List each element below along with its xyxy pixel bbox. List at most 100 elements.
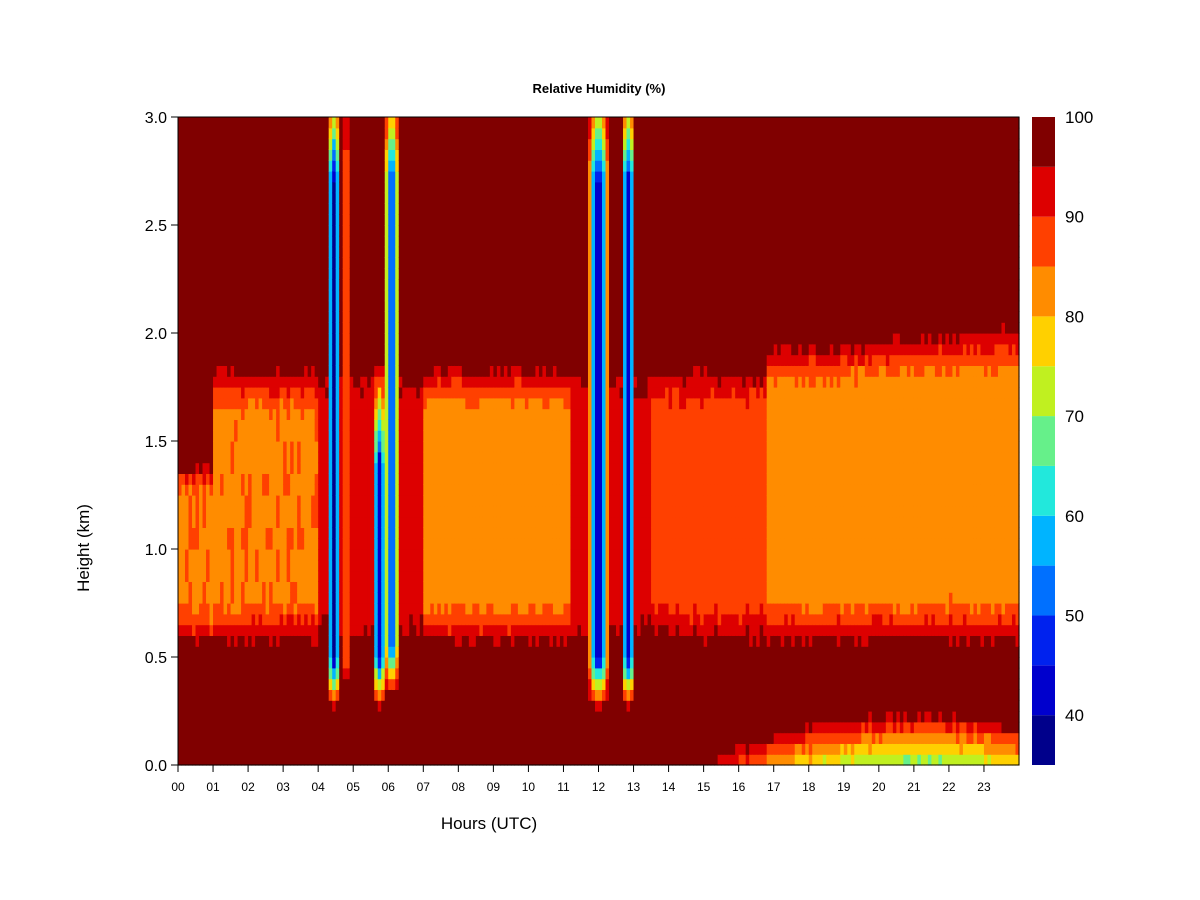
heatmap-cell [234,451,239,464]
heatmap-cell [381,246,386,258]
heatmap-cell [423,354,428,366]
heatmap-cell [258,300,263,312]
heatmap-cell [454,462,459,474]
heatmap-cell [416,441,421,453]
heatmap-cell [391,646,396,658]
heatmap-cell [251,214,256,226]
heatmap-cell [300,667,305,680]
heatmap-cell [405,462,410,474]
heatmap-cell [178,322,183,334]
heatmap-cell [318,538,323,550]
heatmap-cell [430,711,435,723]
heatmap-cell [297,505,302,518]
heatmap-cell [244,365,249,377]
heatmap-cell [185,635,190,647]
heatmap-cell [465,473,470,485]
heatmap-cell [451,300,456,312]
heatmap-cell [216,214,221,226]
heatmap-cell [286,419,291,431]
heatmap-cell [325,354,330,366]
heatmap-cell [367,754,372,766]
heatmap-cell [199,743,204,755]
heatmap-cell [388,484,393,496]
heatmap-cell [195,419,200,431]
heatmap-cell [304,484,309,496]
heatmap-cell [370,365,375,377]
heatmap-cell [185,700,190,712]
heatmap-cell [356,149,361,161]
heatmap-cell [293,192,298,204]
heatmap-cell [335,743,340,755]
heatmap-cell [279,268,284,280]
heatmap-cell [367,678,372,690]
heatmap-cell [465,505,470,518]
heatmap-cell [300,484,305,496]
heatmap-cell [265,581,270,593]
heatmap-cell [297,343,302,356]
heatmap-cell [265,289,270,302]
heatmap-cell [384,592,389,604]
heatmap-cell [227,397,232,410]
heatmap-cell [381,419,386,431]
heatmap-cell [370,387,375,399]
heatmap-cell [346,311,351,323]
heatmap-cell [283,343,288,356]
heatmap-cell [374,419,379,431]
heatmap-cell [454,732,459,744]
heatmap-cell [304,516,309,528]
heatmap-cell [447,300,452,312]
heatmap-cell [447,646,452,658]
heatmap-cell [381,646,386,658]
heatmap-cell [283,635,288,647]
heatmap-cell [328,462,333,474]
heatmap-cell [335,246,340,258]
heatmap-cell [290,257,295,269]
heatmap-cell [195,214,200,226]
heatmap-cell [297,646,302,658]
heatmap-cell [234,711,239,723]
heatmap-cell [346,225,351,237]
heatmap-cell [402,279,407,291]
heatmap-cell [237,192,242,204]
heatmap-cell [409,387,414,399]
heatmap-cell [419,279,424,291]
heatmap-cell [262,430,267,442]
heatmap-cell [206,171,211,183]
heatmap-cell [458,711,463,723]
heatmap-cell [370,711,375,723]
heatmap-cell [297,711,302,723]
heatmap-cell [314,333,319,345]
heatmap-cell [451,171,456,183]
heatmap-cell [419,300,424,312]
heatmap-cell [181,667,186,680]
heatmap-cell [283,495,288,507]
heatmap-cell [416,754,421,766]
heatmap-cell [276,646,281,658]
heatmap-cell [255,743,260,755]
heatmap-cell [461,624,466,636]
heatmap-cell [409,451,414,464]
heatmap-cell [458,311,463,323]
heatmap-cell [216,397,221,410]
heatmap-cell [395,451,400,464]
heatmap-cell [300,657,305,669]
heatmap-cell [465,203,470,215]
heatmap-cell [223,527,228,539]
heatmap-cell [458,246,463,258]
heatmap-cell [409,311,414,323]
heatmap-cell [290,495,295,507]
heatmap-cell [195,127,200,140]
heatmap-cell [391,246,396,258]
heatmap-cell [444,527,449,539]
heatmap-cell [437,505,442,518]
heatmap-cell [227,613,232,626]
heatmap-cell [307,181,312,194]
heatmap-cell [325,754,330,766]
heatmap-cell [276,657,281,669]
heatmap-cell [458,570,463,582]
heatmap-cell [314,408,319,420]
heatmap-cell [293,257,298,269]
heatmap-cell [402,246,407,258]
heatmap-cell [409,408,414,420]
heatmap-cell [416,473,421,485]
